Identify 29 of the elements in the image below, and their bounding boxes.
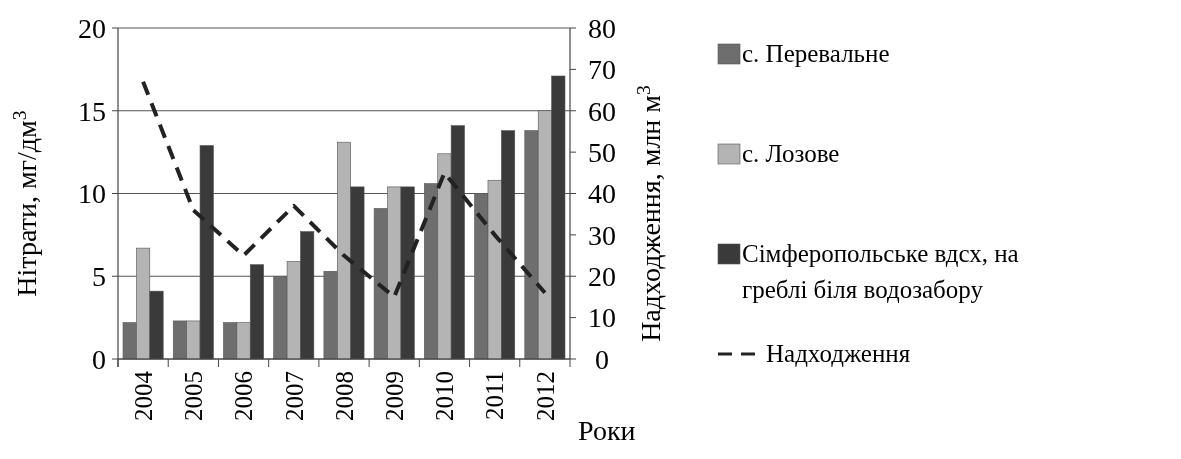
- y2-tick-label: 40: [588, 178, 616, 210]
- y2-tick-label: 10: [588, 302, 616, 334]
- x-axis-title: Роки: [578, 415, 636, 446]
- x-tick-label: 2007: [280, 371, 308, 421]
- x-tick-label: 2009: [380, 371, 408, 421]
- y-tick-label: 0: [92, 343, 106, 375]
- x-tick-label: 2006: [230, 371, 258, 421]
- x-tick-label: 2008: [330, 371, 358, 421]
- legend-label: с. Перевальне: [742, 40, 890, 67]
- x-tick-label: 2011: [481, 371, 509, 421]
- y2-tick-label: 0: [595, 343, 609, 375]
- y-tick-label: 5: [92, 261, 106, 293]
- line-series: [141, 79, 547, 299]
- y2-tick-label: 70: [588, 54, 616, 86]
- y2-tick-label: 80: [588, 12, 616, 44]
- x-tick-label: 2010: [431, 371, 459, 421]
- x-tick-label: 2004: [129, 370, 157, 421]
- x-tick-label: 2005: [180, 371, 208, 421]
- legend-label: с. Лозове: [742, 140, 840, 167]
- legend-label: Надходження: [766, 340, 911, 367]
- x-tick-label: 2012: [531, 371, 559, 421]
- legend-label: Сімферопольське вдсх, на греблі біля водозабору: [742, 240, 1019, 303]
- y-tick-label: 10: [78, 178, 106, 210]
- y2-tick-label: 50: [588, 136, 616, 168]
- y2-tick-label: 20: [588, 261, 616, 293]
- y-tick-label: 20: [78, 12, 106, 44]
- y2-tick-label: 30: [588, 219, 616, 251]
- y2-tick-label: 60: [588, 95, 616, 127]
- y-tick-label: 15: [78, 95, 106, 127]
